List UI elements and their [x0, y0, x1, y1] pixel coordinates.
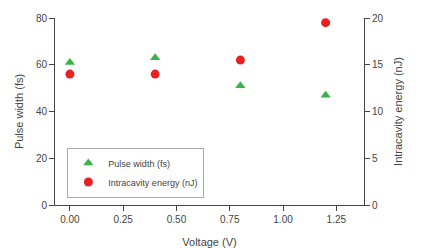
svg-text:0: 0: [41, 200, 47, 211]
svg-text:15: 15: [372, 59, 384, 70]
svg-text:60: 60: [36, 59, 48, 70]
svg-text:Voltage (V): Voltage (V): [182, 236, 236, 248]
svg-text:80: 80: [36, 13, 48, 24]
svg-text:Intracavity energy (nJ): Intracavity energy (nJ): [108, 178, 197, 188]
svg-text:0: 0: [372, 200, 378, 211]
svg-text:20: 20: [36, 153, 48, 164]
svg-text:10: 10: [372, 106, 384, 117]
svg-text:5: 5: [372, 153, 378, 164]
svg-text:Intracavity energy (nJ): Intracavity energy (nJ): [392, 57, 404, 166]
svg-text:0.00: 0.00: [60, 214, 80, 225]
svg-text:20: 20: [372, 13, 384, 24]
svg-text:1.25: 1.25: [327, 214, 347, 225]
svg-text:Pulse width (fs): Pulse width (fs): [13, 74, 25, 149]
svg-text:Pulse width (fs): Pulse width (fs): [108, 159, 170, 169]
svg-text:40: 40: [36, 106, 48, 117]
svg-text:0.25: 0.25: [113, 214, 133, 225]
svg-text:1.00: 1.00: [273, 214, 293, 225]
svg-text:0.75: 0.75: [220, 214, 240, 225]
svg-text:0.50: 0.50: [167, 214, 187, 225]
